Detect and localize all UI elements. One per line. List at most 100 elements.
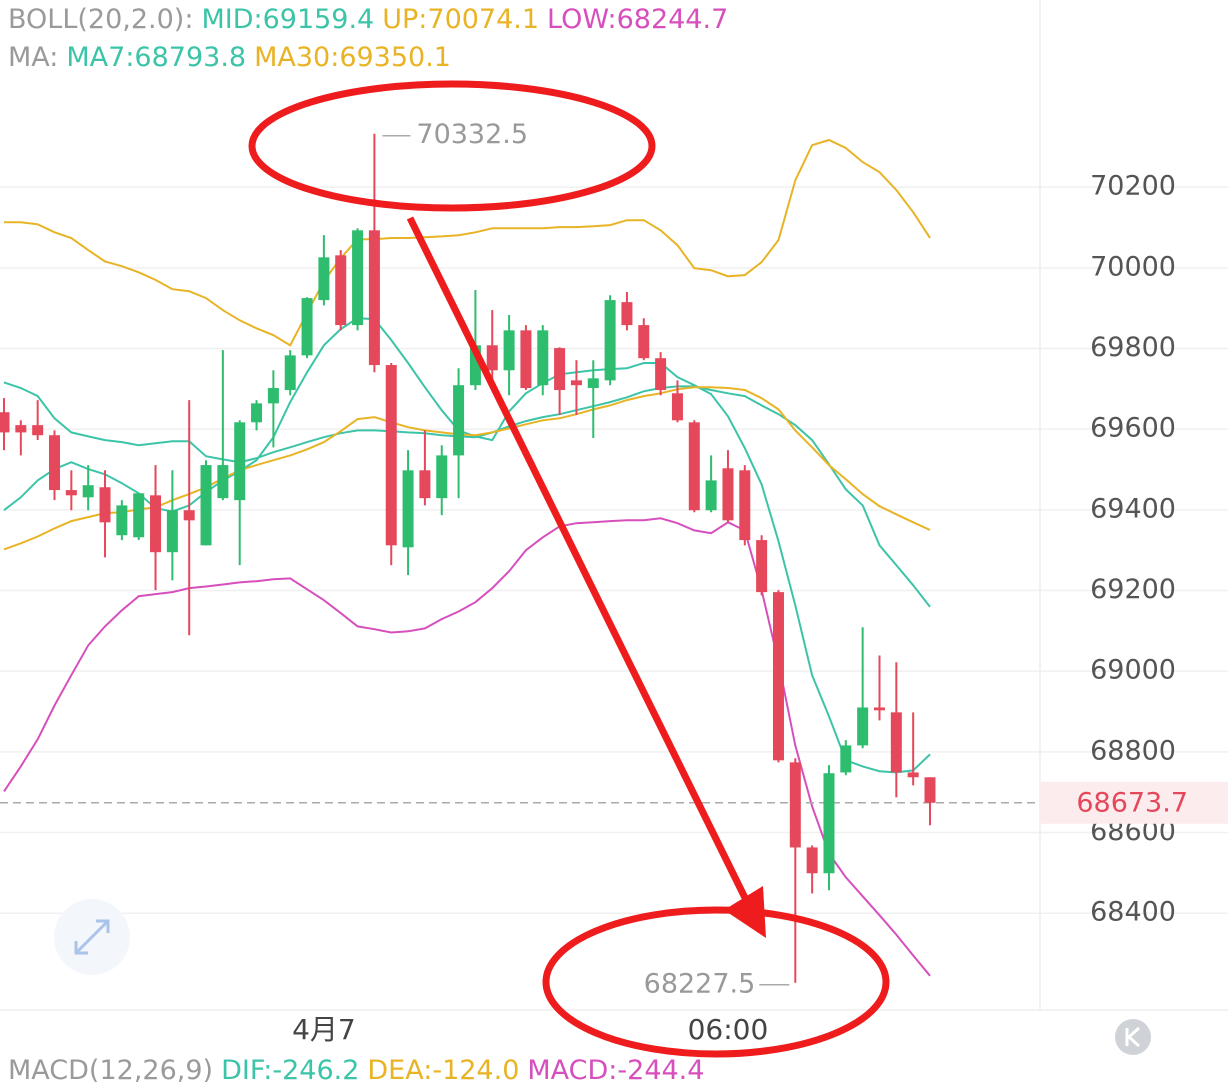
legend-entry: LOW:68244.7 <box>547 4 728 35</box>
candle-body <box>907 772 919 778</box>
candle-body <box>789 762 801 848</box>
annotation-ellipse <box>248 80 656 212</box>
legend-entry: MACD:-244.4 <box>527 1055 704 1082</box>
candle-body <box>453 385 465 456</box>
candle-body <box>806 847 818 874</box>
candle-body <box>554 348 566 391</box>
candle-body <box>688 422 700 511</box>
indicator-line <box>3 381 931 608</box>
candle-body <box>655 358 667 391</box>
candle-body <box>756 540 768 593</box>
candle-body <box>587 378 599 389</box>
candle-body <box>267 388 279 404</box>
y-tick-label: 70200 <box>1090 171 1176 202</box>
candle-body <box>183 510 195 521</box>
candle-body <box>335 255 347 326</box>
legend-entry: MID:69159.4 <box>201 4 374 35</box>
y-tick-label: 68800 <box>1090 735 1176 766</box>
candle-body <box>116 505 128 536</box>
candle-body <box>722 468 734 521</box>
candle-body <box>503 330 515 371</box>
last-price-box <box>1040 781 1228 824</box>
candle-body <box>621 302 633 326</box>
y-tick-label: 70000 <box>1090 251 1176 282</box>
candle-body <box>823 773 835 874</box>
last-price-label: 68673.7 <box>1076 787 1188 818</box>
candle-body <box>32 425 44 436</box>
legend-entry: BOLL(20,2.0): <box>8 4 193 35</box>
candle-body <box>469 345 481 386</box>
candle-body <box>166 510 178 553</box>
indicator-line <box>4 138 931 347</box>
candle-body <box>217 465 229 499</box>
legend-row: BOLL(20,2.0): MID:69159.4 UP:70074.1 LOW:68… <box>8 4 728 35</box>
candle-body <box>150 495 162 553</box>
legend-entry: DEA:-124.0 <box>367 1055 519 1082</box>
candle-body <box>419 470 431 499</box>
candle-body <box>604 300 616 381</box>
legend-entry: MACD(12,26,9) <box>8 1055 213 1082</box>
y-tick-label: 69200 <box>1090 574 1176 605</box>
candle-body <box>133 493 145 538</box>
candle-body <box>49 435 61 491</box>
legend-entry: UP:70074.1 <box>382 4 539 35</box>
annotation-arrow <box>406 216 756 914</box>
y-tick-label: 69400 <box>1090 493 1176 524</box>
candle-body <box>251 403 263 423</box>
candle-body <box>15 425 27 433</box>
annotation-ellipse <box>542 906 890 1058</box>
candle-body <box>99 487 111 523</box>
expand-icon[interactable] <box>74 919 110 955</box>
legend-entry: MA7:68793.8 <box>66 42 246 73</box>
k-button[interactable] <box>1115 1019 1151 1055</box>
x-tick-label: 06:00 <box>688 1013 769 1046</box>
candle-body <box>924 777 936 803</box>
legend-entry: DIF:-246.2 <box>221 1055 359 1082</box>
legend-row: MA: MA7:68793.8 MA30:69350.1 <box>8 42 451 73</box>
y-tick-label: 69000 <box>1090 655 1176 686</box>
legend-entry: MA30:69350.1 <box>254 42 451 73</box>
candle-body <box>638 325 650 359</box>
candle-body <box>671 393 683 421</box>
annotation-arrowhead <box>724 886 766 938</box>
candle-body <box>200 465 212 546</box>
k-icon[interactable] <box>1125 1026 1141 1048</box>
candle-body <box>739 470 751 541</box>
candle-body <box>234 422 246 501</box>
x-tick-label: 4月7 <box>292 1013 356 1046</box>
candle-body <box>705 480 717 511</box>
candle-body <box>352 230 364 326</box>
y-tick-label: 68400 <box>1090 897 1176 928</box>
y-tick-label: 69600 <box>1090 413 1176 444</box>
legend-row: MACD(12,26,9) DIF:-246.2 DEA:-124.0 MACD:-2… <box>8 1055 704 1082</box>
high-label: 70332.5 <box>416 119 528 150</box>
candle-body <box>436 455 448 499</box>
candle-body <box>772 592 784 761</box>
candle-body <box>486 345 498 371</box>
candle-body <box>0 412 10 433</box>
candle-body <box>840 745 852 773</box>
candle-body <box>537 330 549 386</box>
text-layer: 6840068600688006900069200694006960069800… <box>8 4 1228 1082</box>
y-tick-label: 69800 <box>1090 332 1176 363</box>
candle-body <box>570 380 582 386</box>
candle-body <box>301 298 313 356</box>
candle-body <box>82 485 94 498</box>
candle-body <box>857 707 869 746</box>
candle-body <box>284 355 296 391</box>
legend-entry: MA: <box>8 42 58 73</box>
expand-button[interactable] <box>54 899 130 975</box>
low-label: 68227.5 <box>644 968 756 999</box>
candle-body <box>890 712 902 773</box>
candle-body <box>873 707 885 711</box>
candle-body <box>385 365 397 546</box>
candle-body <box>520 330 532 389</box>
k-button-bg[interactable] <box>1115 1019 1151 1055</box>
candle-body <box>318 257 330 301</box>
candle-body <box>65 490 77 496</box>
candle-layer <box>0 133 936 983</box>
candle-body <box>368 230 380 366</box>
